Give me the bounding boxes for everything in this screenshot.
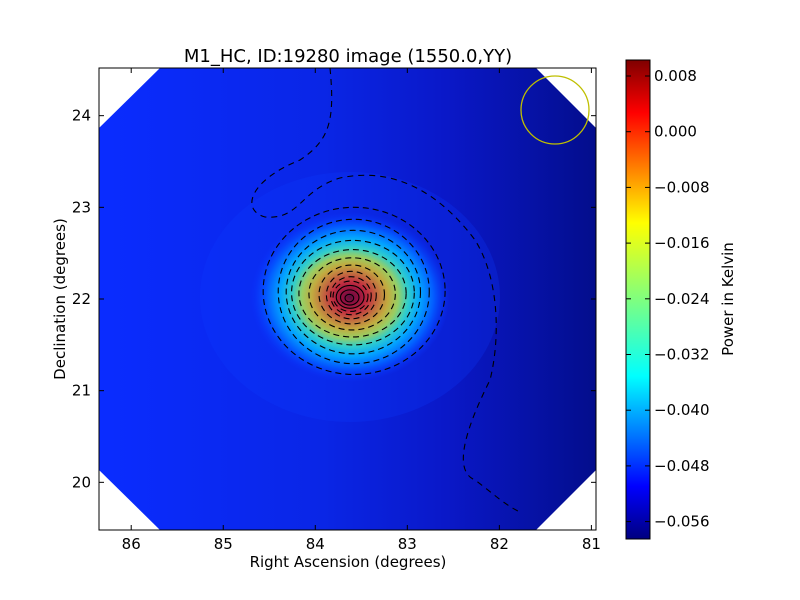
colorbar-tick-label: −0.032 (654, 346, 710, 364)
x-axis: 86 85 84 83 82 81 (122, 68, 601, 553)
colorbar-tick-label: −0.016 (654, 234, 710, 252)
y-axis: 20 21 22 23 24 (72, 107, 596, 491)
contour-ring (332, 280, 369, 313)
colorbar-tick-label: 0.008 (654, 67, 697, 85)
contour-ring (291, 239, 415, 346)
x-tick-label: 82 (490, 535, 509, 553)
contour-ring (318, 264, 386, 325)
contour-ring (285, 229, 422, 355)
x-tick-label: 83 (398, 535, 417, 553)
contour-ring (277, 218, 430, 365)
x-axis-label: Right Ascension (degrees) (250, 553, 447, 571)
heatmap-image (99, 68, 596, 530)
contour-ring (298, 249, 407, 338)
contour-ring (335, 284, 365, 309)
x-tick-label: 81 (582, 535, 601, 553)
contour-ring (339, 289, 360, 306)
contour-ring (308, 257, 396, 331)
y-tick-label: 21 (72, 382, 91, 400)
contour-ring (262, 206, 446, 376)
chart-title: M1_HC, ID:19280 image (1550.0,YY) (184, 46, 512, 67)
y-tick-label: 20 (72, 473, 91, 491)
y-axis-label: Declination (degrees) (51, 218, 69, 380)
colorbar-tick-label: −0.040 (654, 401, 710, 419)
contour-ring (344, 293, 355, 303)
y-tick-label: 23 (72, 198, 91, 216)
colorbar-tick-label: −0.008 (654, 178, 710, 196)
colorbar-tick-label: −0.056 (654, 513, 710, 531)
beam-circle (520, 75, 590, 145)
colorbar-label: Power in Kelvin (719, 242, 737, 356)
contour-lines (251, 67, 521, 513)
colorbar-tick-label: −0.048 (654, 457, 710, 475)
contour-ring (325, 270, 377, 320)
y-tick-label: 22 (72, 290, 91, 308)
y-tick-label: 24 (72, 107, 91, 125)
x-tick-label: 84 (306, 535, 325, 553)
colorbar (625, 59, 651, 540)
colorbar-tick-label: −0.024 (654, 290, 710, 308)
colorbar-tick-label: 0.000 (654, 123, 697, 141)
colorbar-axis: 0.008 0.000 −0.008 −0.016 −0.024 −0.032 −0.040… (626, 67, 710, 531)
x-tick-label: 86 (122, 535, 141, 553)
x-tick-label: 85 (214, 535, 233, 553)
contour-ring (330, 276, 372, 316)
